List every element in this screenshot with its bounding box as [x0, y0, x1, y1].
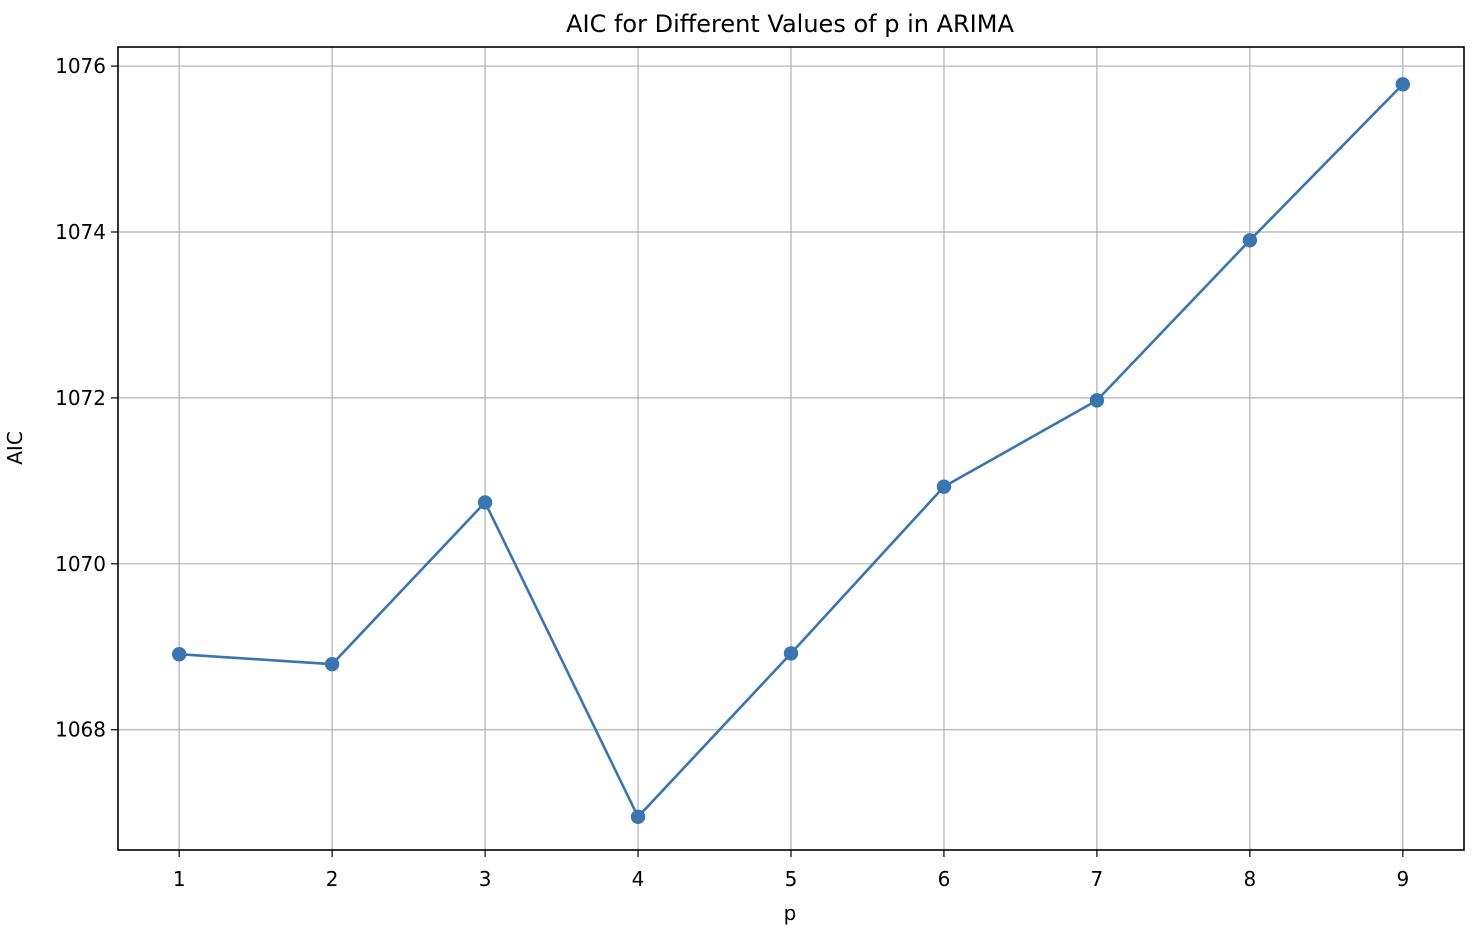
data-point	[936, 479, 952, 494]
x-tick-label: 2	[326, 867, 339, 891]
data-point	[324, 656, 340, 672]
x-axis: 1 2 3 4 5 6 7 8 9	[173, 850, 1409, 891]
y-axis-label: AIC	[3, 431, 27, 465]
x-tick-label: 9	[1396, 867, 1409, 891]
y-tick-label: 1070	[55, 552, 106, 576]
series-layer	[171, 77, 1411, 825]
x-axis-label: p	[784, 901, 797, 925]
x-tick-label: 1	[173, 867, 186, 891]
x-tick-label: 4	[632, 867, 645, 891]
x-tick-label: 8	[1243, 867, 1256, 891]
data-point	[630, 809, 646, 825]
y-axis: 1068 1070 1072 1074 1076	[55, 54, 118, 742]
grid	[118, 47, 1464, 850]
x-tick-label: 3	[479, 867, 492, 891]
data-point	[1242, 233, 1258, 248]
y-tick-label: 1076	[55, 54, 106, 78]
x-tick-label: 7	[1091, 867, 1104, 891]
x-tick-label: 6	[938, 867, 951, 891]
y-tick-label: 1074	[55, 220, 106, 244]
data-point	[171, 647, 187, 662]
y-tick-label: 1068	[55, 718, 106, 742]
data-point	[783, 646, 799, 661]
data-point	[1395, 77, 1411, 92]
y-tick-label: 1072	[55, 386, 106, 410]
data-point	[477, 495, 493, 510]
chart-title: AIC for Different Values of p in ARIMA	[566, 10, 1014, 38]
data-point	[1089, 393, 1105, 408]
x-tick-label: 5	[785, 867, 798, 891]
